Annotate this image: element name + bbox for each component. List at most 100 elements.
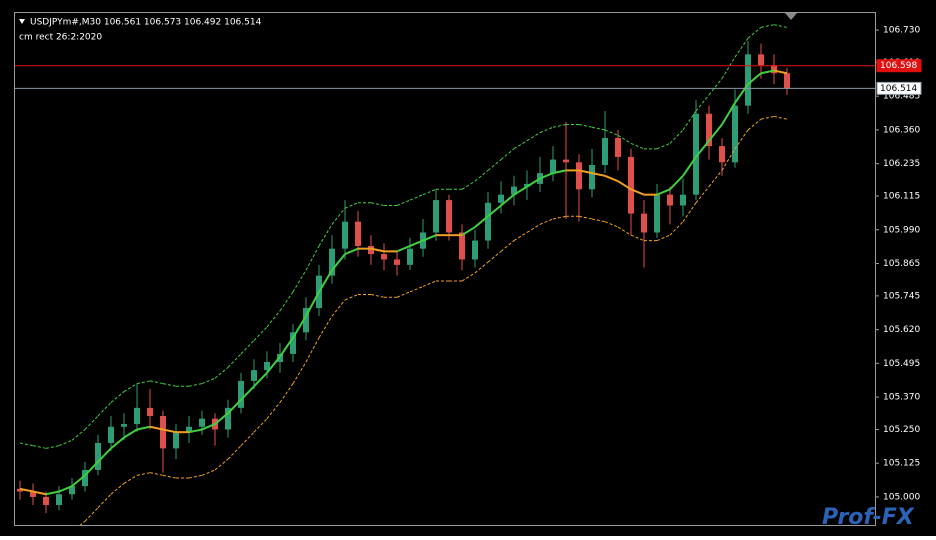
- candle-body: [784, 73, 790, 89]
- candle-body: [576, 162, 582, 190]
- center-line: [604, 174, 619, 183]
- y-tick-label: 106.360: [883, 125, 920, 135]
- upper-band: [747, 26, 762, 39]
- center-line: [747, 72, 762, 85]
- candle-body: [433, 200, 439, 233]
- upper-band: [487, 159, 502, 171]
- candle-body: [732, 105, 738, 163]
- upper-band: [305, 245, 320, 271]
- y-tick-label: 106.485: [883, 92, 920, 102]
- plot-area: [17, 24, 790, 525]
- candle-body: [628, 156, 634, 214]
- center-line: [708, 123, 723, 142]
- upper-band: [682, 110, 697, 131]
- upper-band: [513, 140, 528, 150]
- candle-body: [225, 407, 231, 430]
- lower-band: [162, 474, 177, 479]
- upper-band: [32, 445, 47, 449]
- lower-band: [279, 383, 294, 403]
- center-line: [123, 428, 138, 439]
- y-tick-label: 105.620: [883, 325, 920, 335]
- lower-band: [591, 218, 606, 223]
- upper-band: [552, 124, 567, 128]
- price-label-box: [876, 81, 922, 95]
- y-tick-label: 105.000: [883, 492, 920, 502]
- candle-body: [199, 418, 205, 427]
- upper-band: [396, 199, 411, 206]
- candle-body: [745, 54, 751, 106]
- upper-band: [318, 224, 333, 247]
- lower-band: [474, 261, 489, 274]
- lower-band: [630, 234, 645, 242]
- plot-frame: [14, 12, 876, 526]
- center-line: [487, 204, 502, 218]
- lower-band: [682, 202, 697, 222]
- center-line: [396, 245, 411, 253]
- candle-body: [589, 165, 595, 190]
- upper-band: [45, 445, 60, 449]
- center-line: [474, 215, 489, 228]
- upper-band: [474, 170, 489, 182]
- upper-band: [279, 291, 294, 312]
- lower-band: [84, 507, 99, 522]
- lower-band: [370, 294, 385, 298]
- candle-body: [407, 248, 413, 265]
- candle-body: [147, 407, 153, 416]
- center-line: [162, 428, 177, 434]
- center-line: [188, 428, 203, 434]
- lower-band: [292, 361, 307, 384]
- candle-body: [524, 183, 530, 187]
- candle-body: [472, 240, 478, 260]
- upper-band: [123, 383, 138, 393]
- center-line: [734, 83, 749, 104]
- candle-body: [251, 370, 257, 381]
- upper-band: [734, 37, 749, 58]
- lower-band: [721, 148, 736, 171]
- upper-band: [578, 124, 593, 128]
- upper-band: [214, 367, 229, 379]
- center-line: [19, 487, 34, 493]
- upper-band: [136, 380, 151, 385]
- center-line: [682, 156, 697, 177]
- y-tick-label: 105.125: [883, 459, 920, 469]
- lower-band: [552, 215, 567, 220]
- center-line: [201, 423, 216, 431]
- center-line: [136, 425, 151, 431]
- upper-band: [409, 194, 424, 201]
- menu-arrow[interactable]: [19, 19, 25, 24]
- candle-body: [186, 426, 192, 433]
- center-line: [279, 337, 294, 358]
- center-line: [305, 291, 320, 317]
- candle-body: [498, 194, 504, 203]
- center-line: [344, 247, 359, 255]
- upper-band: [656, 142, 671, 150]
- upper-band: [721, 56, 736, 79]
- candle-body: [69, 486, 75, 495]
- upper-band: [240, 340, 255, 355]
- y-tick-label: 105.865: [883, 259, 920, 269]
- upper-band: [227, 353, 242, 368]
- price-label: 106.598: [880, 61, 917, 71]
- y-tick-label: 105.990: [883, 225, 920, 235]
- lower-band: [773, 115, 788, 120]
- center-line: [58, 485, 73, 493]
- candle-body: [563, 159, 569, 163]
- lower-band: [422, 280, 437, 287]
- y-tick-label: 105.250: [883, 425, 920, 435]
- lower-band: [747, 118, 762, 131]
- indicator-label: cm rect 26:2:2020: [19, 33, 102, 43]
- lower-band: [318, 315, 333, 338]
- center-line: [500, 193, 515, 207]
- upper-band: [461, 180, 476, 190]
- center-line: [695, 140, 710, 158]
- center-line: [539, 172, 554, 180]
- lower-band: [149, 472, 164, 476]
- center-line: [318, 269, 333, 293]
- upper-band: [97, 402, 112, 417]
- center-line: [292, 315, 307, 339]
- center-line: [71, 474, 86, 487]
- upper-band: [71, 429, 86, 441]
- upper-band: [58, 439, 73, 447]
- center-line: [422, 234, 437, 242]
